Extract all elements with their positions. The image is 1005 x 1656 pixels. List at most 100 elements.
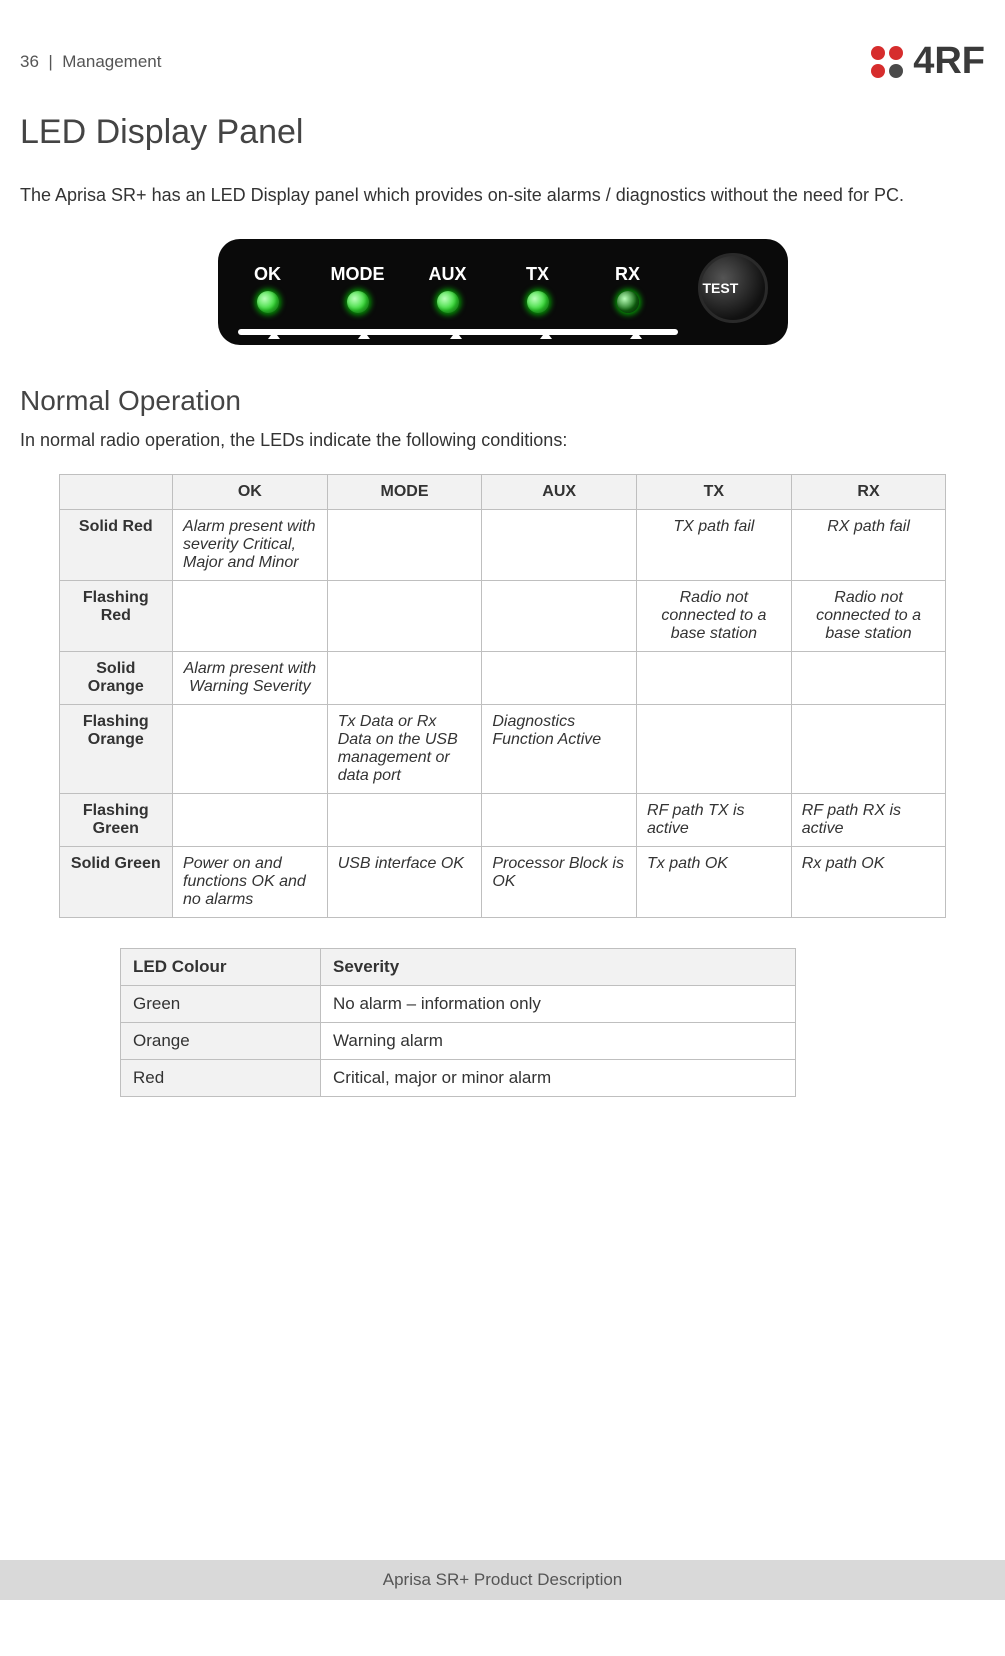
table-header-cell: RX [791, 475, 946, 510]
table-cell [482, 652, 637, 705]
led-indicator-icon [527, 291, 549, 313]
logo-text: 4RF [913, 40, 985, 83]
led-label: RX [615, 264, 640, 285]
table-cell [791, 705, 946, 794]
led-panel-figure: OK MODE AUX TX RX TEST [20, 239, 985, 345]
led-label: OK [254, 264, 281, 285]
table-cell: Orange [121, 1023, 321, 1060]
table-cell: RX path fail [791, 510, 946, 581]
led-label: TX [526, 264, 549, 285]
table-cell [173, 794, 328, 847]
table-cell [482, 794, 637, 847]
table-cell: Alarm present with Warning Severity [173, 652, 328, 705]
brand-logo: 4RF [871, 40, 985, 83]
led-tick-icon [268, 331, 280, 339]
page-footer: Aprisa SR+ Product Description [0, 1560, 1005, 1600]
led-slot-mode: MODE [328, 264, 388, 313]
row-head-cell: Flashing Orange [59, 705, 172, 794]
table-cell: RF path RX is active [791, 794, 946, 847]
severity-table: LED ColourSeverityGreenNo alarm – inform… [120, 948, 796, 1097]
table-row: Flashing Red Radio not connected to a bas… [59, 581, 946, 652]
table-header-cell: Severity [321, 949, 796, 986]
table-cell: Tx path OK [637, 847, 792, 918]
led-tick-icon [450, 331, 462, 339]
table-cell: Alarm present with severity Critical, Ma… [173, 510, 328, 581]
led-indicator-icon [437, 291, 459, 313]
table-cell: Green [121, 986, 321, 1023]
table-header-cell: TX [637, 475, 792, 510]
table-cell: Warning alarm [321, 1023, 796, 1060]
table-header-cell: MODE [327, 475, 482, 510]
table-row: Solid GreenPower on and functions OK and… [59, 847, 946, 918]
led-tick-icon [358, 331, 370, 339]
table-cell [173, 581, 328, 652]
row-head-cell: Solid Red [59, 510, 172, 581]
table-cell [327, 794, 482, 847]
led-conditions-table: OKMODEAUXTXRXSolid RedAlarm present with… [59, 474, 947, 918]
table-header-cell: AUX [482, 475, 637, 510]
led-label: MODE [331, 264, 385, 285]
table-cell: Diagnostics Function Active [482, 705, 637, 794]
table-cell: Red [121, 1060, 321, 1097]
row-head-cell: Flashing Red [59, 581, 172, 652]
table-row: Flashing Green RF path TX is activeRF pat… [59, 794, 946, 847]
intro-paragraph: The Aprisa SR+ has an LED Display panel … [20, 182, 985, 209]
led-slot-aux: AUX [418, 264, 478, 313]
table-cell: Processor Block is OK [482, 847, 637, 918]
table-cell [791, 652, 946, 705]
subheading: Normal Operation [20, 385, 985, 417]
table-row: Solid RedAlarm present with severity Cri… [59, 510, 946, 581]
logo-dot-icon [889, 46, 903, 60]
led-panel: OK MODE AUX TX RX TEST [218, 239, 788, 345]
sub-intro: In normal radio operation, the LEDs indi… [20, 427, 985, 454]
table-cell [482, 510, 637, 581]
table-cell: Power on and functions OK and no alarms [173, 847, 328, 918]
row-head-cell: Solid Green [59, 847, 172, 918]
table-cell: Radio not connected to a base station [791, 581, 946, 652]
table-cell: Rx path OK [791, 847, 946, 918]
logo-dot-icon [871, 64, 885, 78]
led-label: AUX [428, 264, 466, 285]
table-cell: No alarm – information only [321, 986, 796, 1023]
led-indicator-icon [617, 291, 639, 313]
page-header-text: 36 | Management [20, 52, 161, 72]
led-indicator-icon [347, 291, 369, 313]
table-row: RedCritical, major or minor alarm [121, 1060, 796, 1097]
led-slot-rx: RX [598, 264, 658, 313]
logo-dot-icon [871, 46, 885, 60]
table-cell [482, 581, 637, 652]
table-cell [327, 652, 482, 705]
header-section: Management [62, 52, 161, 71]
header-sep: | [44, 52, 63, 71]
table-cell [637, 652, 792, 705]
table-cell: TX path fail [637, 510, 792, 581]
table-header-cell: OK [173, 475, 328, 510]
row-head-cell: Solid Orange [59, 652, 172, 705]
led-tick-icon [630, 331, 642, 339]
table-cell [327, 581, 482, 652]
led-slot-tx: TX [508, 264, 568, 313]
table-header-cell [59, 475, 172, 510]
page-title: LED Display Panel [20, 113, 985, 152]
table-cell: USB interface OK [327, 847, 482, 918]
logo-dot-icon [889, 64, 903, 78]
logo-dots-icon [871, 46, 903, 78]
table-cell: RF path TX is active [637, 794, 792, 847]
led-slot-ok: OK [238, 264, 298, 313]
row-head-cell: Flashing Green [59, 794, 172, 847]
page-number: 36 [20, 52, 39, 71]
table-cell: Radio not connected to a base station [637, 581, 792, 652]
test-button[interactable]: TEST [698, 253, 768, 323]
table-row: Flashing Orange Tx Data or Rx Data on the… [59, 705, 946, 794]
table-cell [173, 705, 328, 794]
led-indicator-icon [257, 291, 279, 313]
table-cell: Critical, major or minor alarm [321, 1060, 796, 1097]
led-tick-icon [540, 331, 552, 339]
table-row: GreenNo alarm – information only [121, 986, 796, 1023]
table-header-cell: LED Colour [121, 949, 321, 986]
table-cell: Tx Data or Rx Data on the USB management… [327, 705, 482, 794]
table-row: Solid OrangeAlarm present with Warning S… [59, 652, 946, 705]
table-row: OrangeWarning alarm [121, 1023, 796, 1060]
page-header: 36 | Management 4RF [20, 40, 985, 83]
test-button-label: TEST [703, 280, 739, 296]
